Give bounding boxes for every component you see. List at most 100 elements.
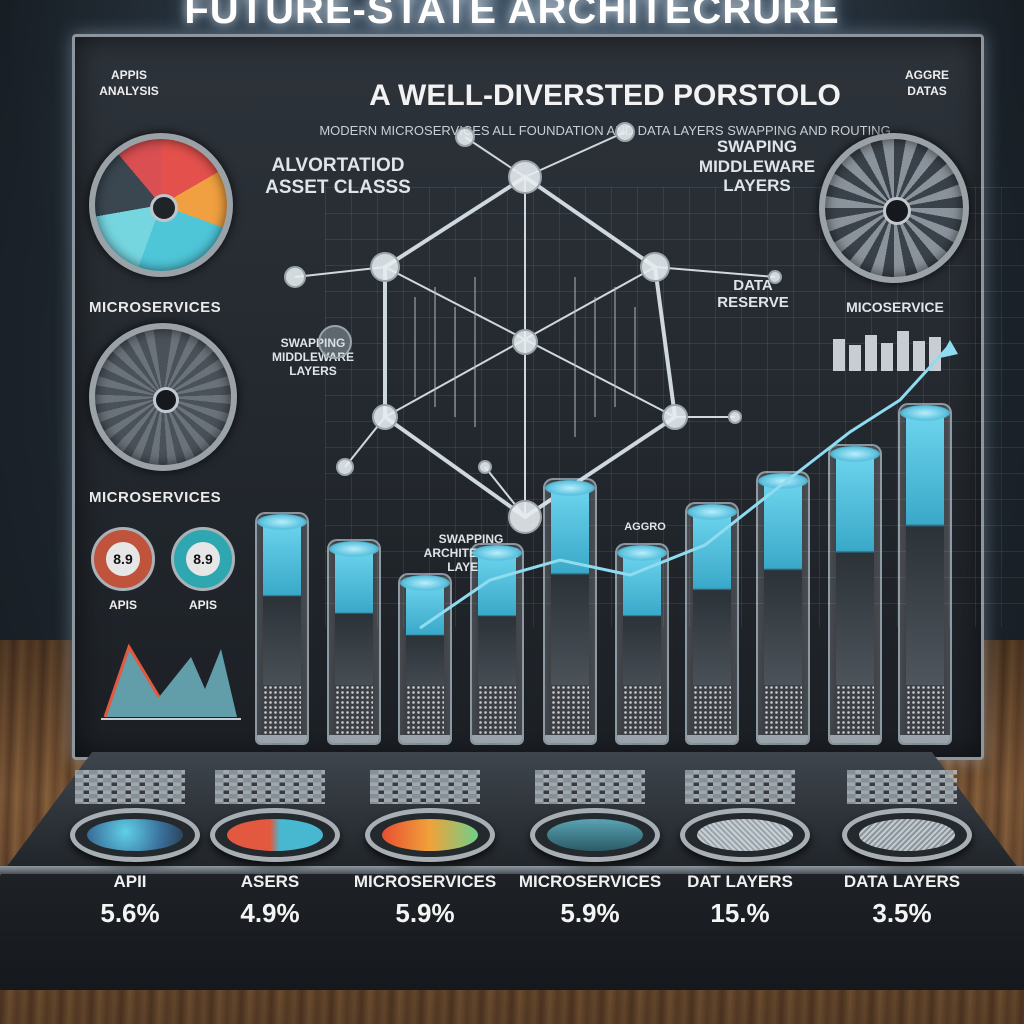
console-value: 4.9%	[240, 898, 300, 928]
cylinder-bar	[756, 471, 810, 745]
mini-bar	[865, 335, 877, 371]
wheel-hub-icon	[150, 194, 178, 222]
mini-bar	[881, 343, 893, 371]
mountain-line	[103, 643, 161, 718]
network-node	[662, 404, 688, 430]
network-link	[524, 131, 626, 178]
network-bubble	[318, 325, 352, 359]
cylinder-cap	[900, 405, 950, 421]
cylinder-fill	[906, 409, 944, 737]
cylinder-bar	[685, 502, 739, 745]
network-node	[640, 252, 670, 282]
network-node	[508, 500, 542, 534]
network-node	[336, 458, 354, 476]
network-node	[508, 160, 542, 194]
network-city-texture	[414, 277, 636, 437]
cylinder-cap	[687, 504, 737, 520]
mini-bar	[929, 337, 941, 371]
network-diagram	[284, 122, 782, 534]
microservices-label-1: MICROSERVICES	[89, 299, 222, 316]
console-dial-button[interactable]	[842, 808, 972, 862]
console-mini-table	[215, 770, 325, 804]
cylinder-base	[758, 735, 808, 743]
console-dial-button[interactable]	[210, 808, 340, 862]
console-dial-button[interactable]	[680, 808, 810, 862]
apis-donut-1: 8.9	[91, 527, 155, 591]
cylinder-base	[830, 735, 880, 743]
console-edge	[0, 866, 1024, 874]
network-node	[728, 410, 742, 424]
fan-hub-icon	[153, 387, 179, 413]
network-node	[768, 270, 782, 284]
network-link	[654, 266, 776, 278]
cylinder-bar	[327, 539, 381, 745]
mini-mountain-chart	[101, 643, 241, 720]
console-dial-button[interactable]	[530, 808, 660, 862]
fan-hub-icon	[883, 197, 911, 225]
trend-arrow-icon	[940, 340, 958, 358]
swapping-layers-label: SWAPING MIDDLEWARE LAYERS	[698, 137, 816, 196]
donut-value: 8.9	[186, 542, 220, 576]
console-value: 5.9%	[560, 898, 620, 928]
console-label: MICROSERVICES	[353, 872, 497, 891]
cylinder-granules	[693, 685, 731, 737]
cylinder-bar	[543, 478, 597, 745]
subtitle: A WELL-DIVERSTED PORSTOLO	[369, 79, 841, 112]
console-dial-button[interactable]	[70, 808, 200, 862]
cylinder-bar	[828, 444, 882, 745]
dial-gem-icon	[87, 819, 183, 851]
console-label: MICROSERVICES	[518, 872, 662, 891]
swapping-small-label: SWAPPING MIDDLEWARE LAYERS	[272, 336, 354, 378]
corner-right-label: AGGRE DATAS	[904, 68, 949, 98]
cylinder-base	[545, 735, 595, 743]
console-mini-table	[847, 770, 957, 804]
console-label: ASERS	[240, 872, 300, 891]
mini-bar-strip	[833, 331, 941, 371]
dial-gem-icon	[382, 819, 478, 851]
console-label: APII	[113, 872, 147, 891]
cylinder-granules	[335, 685, 373, 737]
cylinder-granules	[906, 685, 944, 737]
console-dial-button[interactable]	[365, 808, 495, 862]
cylinder-base	[400, 735, 450, 743]
network-node	[284, 266, 306, 288]
cylinder-cap	[545, 480, 595, 496]
mini-bar	[833, 339, 845, 371]
asset-class-label: ALVORTATIOD ASSET CLASSS	[265, 155, 411, 198]
cylinder-base	[687, 735, 737, 743]
console-value: 5.9%	[395, 898, 455, 928]
donut-value: 8.9	[106, 542, 140, 576]
console-label: DATA LAYERS	[843, 872, 961, 891]
cylinder-granules	[623, 685, 661, 737]
mini-bar	[897, 331, 909, 371]
dial-gem-icon	[697, 819, 793, 851]
network-node	[372, 404, 398, 430]
page-title: FUTURE-STATE ARCHITECRURE	[184, 0, 840, 32]
microservice-right-label: MICOSERVICE	[846, 299, 944, 315]
cylinder-cap	[830, 446, 880, 462]
data-reserve-label: DATA RESERVE	[717, 277, 789, 312]
cylinder-bar	[898, 403, 952, 745]
console-mini-table	[370, 770, 480, 804]
cylinder-base	[900, 735, 950, 743]
console-value: 5.6%	[100, 898, 160, 928]
console-value: 15.%	[710, 898, 770, 928]
microservices-fan-wheel	[89, 323, 237, 471]
cylinder-base	[617, 735, 667, 743]
console-mini-table	[75, 770, 185, 804]
network-link	[294, 266, 386, 278]
network-node	[370, 252, 400, 282]
cylinder-granules	[478, 685, 516, 737]
dashboard-board: A WELL-DIVERSTED PORSTOLO MODERN MICROSE…	[72, 34, 1024, 760]
microservices-label-2: MICROSERVICES	[89, 489, 222, 506]
dial-gem-icon	[859, 819, 955, 851]
donut-label-2: APIS	[188, 598, 217, 612]
console-mini-table	[685, 770, 795, 804]
asset-pie-wheel	[89, 133, 233, 277]
console-value: 3.5%	[872, 898, 932, 928]
trend-line	[419, 343, 952, 630]
dial-gem-icon	[547, 819, 643, 851]
cylinder-cap	[257, 514, 307, 530]
network-node	[615, 122, 635, 142]
data-fan-wheel	[819, 133, 969, 283]
